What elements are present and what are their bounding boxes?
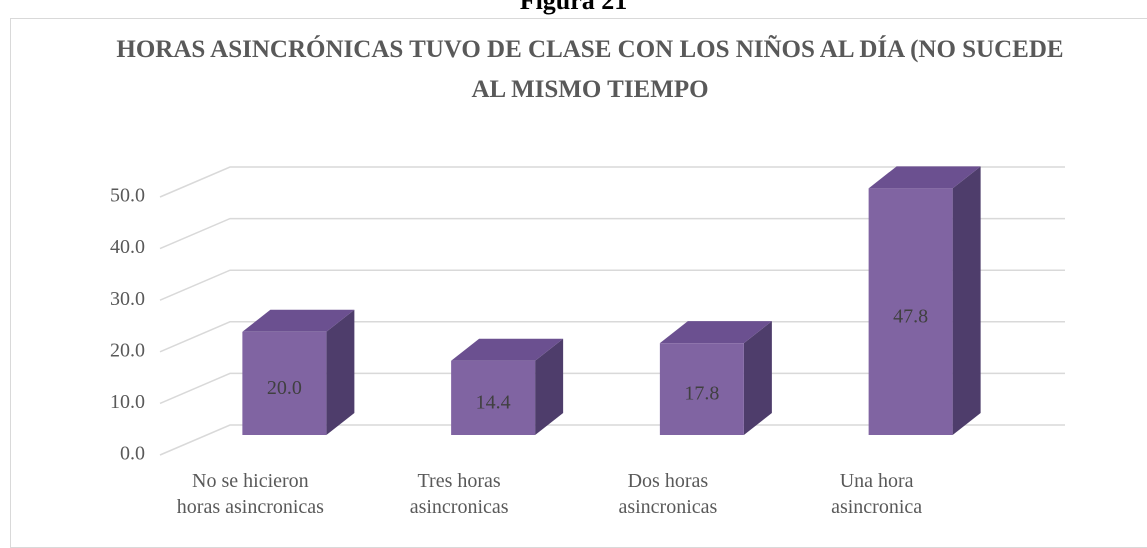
grid-line <box>159 372 1065 405</box>
bar-top <box>451 338 564 361</box>
chart-title: HORAS ASINCRÓNICAS TUVO DE CLASE CON LOS… <box>116 36 1064 103</box>
data-label: 17.8 <box>684 383 719 405</box>
bar-top <box>868 166 981 189</box>
page: Figura 21 HORAS ASINCRÓNICAS TUVO DE CLA… <box>10 0 1147 548</box>
y-tick-label: 40.0 <box>110 236 145 258</box>
bar-top <box>659 321 772 344</box>
x-tick-label: No se hicieron horas asincronicas <box>176 470 324 518</box>
bar <box>451 360 536 435</box>
x-tick-label: Una hora asincronica <box>831 470 923 518</box>
grid-line <box>159 424 1065 456</box>
y-tick-label: 10.0 <box>110 391 145 413</box>
bar-side <box>743 321 772 435</box>
grid-line <box>159 321 1065 353</box>
y-tick-label: 0.0 <box>120 443 145 465</box>
data-label: 47.8 <box>893 305 928 327</box>
grid-line <box>159 217 1065 250</box>
figure-label: Figura 21 <box>519 0 628 15</box>
y-tick-label: 50.0 <box>110 185 145 207</box>
chart: 0.0 10.0 20.0 30.0 40.0 50.0 20.0 14.4 17.8 47.8 <box>110 166 1065 465</box>
bar-side <box>535 338 564 435</box>
bar-side <box>326 309 355 435</box>
bar <box>868 188 953 435</box>
data-label: 20.0 <box>267 377 302 399</box>
bar <box>659 343 744 435</box>
bar <box>242 331 327 435</box>
y-tick-label: 30.0 <box>110 288 145 310</box>
bar-top <box>242 309 355 332</box>
data-label: 14.4 <box>476 391 511 413</box>
x-tick-label: Tres horas asincronicas <box>409 470 509 518</box>
grid-line <box>159 166 1065 198</box>
y-tick-label: 20.0 <box>110 339 145 361</box>
x-tick-label: Dos horas asincronicas <box>618 470 718 518</box>
bar-side <box>952 166 981 436</box>
grid-line <box>159 269 1065 301</box>
